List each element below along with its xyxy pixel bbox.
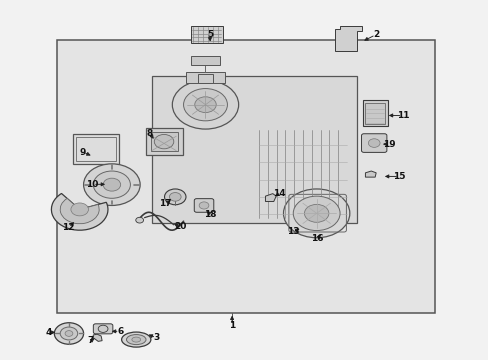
Polygon shape xyxy=(93,334,102,341)
Circle shape xyxy=(183,89,227,121)
FancyBboxPatch shape xyxy=(190,26,222,43)
Circle shape xyxy=(136,217,143,223)
FancyBboxPatch shape xyxy=(185,72,224,83)
FancyBboxPatch shape xyxy=(146,128,182,155)
Text: 14: 14 xyxy=(273,189,285,198)
FancyBboxPatch shape xyxy=(152,76,356,223)
Circle shape xyxy=(194,97,216,113)
Circle shape xyxy=(54,323,83,344)
Circle shape xyxy=(83,164,140,206)
Ellipse shape xyxy=(122,332,151,347)
Ellipse shape xyxy=(132,337,141,342)
Circle shape xyxy=(103,178,121,191)
Text: 15: 15 xyxy=(392,172,405,181)
FancyBboxPatch shape xyxy=(73,134,119,164)
Circle shape xyxy=(293,196,339,230)
Text: 16: 16 xyxy=(311,234,323,243)
FancyBboxPatch shape xyxy=(362,100,387,126)
FancyBboxPatch shape xyxy=(198,74,212,83)
Text: 4: 4 xyxy=(45,328,52,337)
Circle shape xyxy=(169,193,181,201)
Circle shape xyxy=(65,330,73,336)
Circle shape xyxy=(93,171,130,198)
Text: 7: 7 xyxy=(87,336,94,345)
Polygon shape xyxy=(265,194,276,202)
Text: 3: 3 xyxy=(153,333,160,342)
Text: 8: 8 xyxy=(146,129,152,138)
Text: 1: 1 xyxy=(229,321,235,330)
Circle shape xyxy=(367,139,379,147)
Polygon shape xyxy=(334,26,361,51)
Circle shape xyxy=(164,189,185,205)
Text: 10: 10 xyxy=(86,180,99,189)
Circle shape xyxy=(71,203,88,216)
Circle shape xyxy=(199,202,208,209)
Circle shape xyxy=(154,134,173,149)
Circle shape xyxy=(304,204,328,222)
Ellipse shape xyxy=(126,334,146,345)
Text: 18: 18 xyxy=(203,210,216,219)
Text: 17: 17 xyxy=(159,199,171,208)
Circle shape xyxy=(172,80,238,129)
FancyBboxPatch shape xyxy=(361,134,386,152)
Circle shape xyxy=(60,327,78,340)
FancyBboxPatch shape xyxy=(194,199,213,212)
Text: 20: 20 xyxy=(174,222,186,231)
Wedge shape xyxy=(51,193,108,230)
FancyBboxPatch shape xyxy=(93,324,113,334)
Text: 2: 2 xyxy=(372,30,379,39)
Text: 6: 6 xyxy=(117,327,123,336)
Text: 13: 13 xyxy=(286,228,299,237)
FancyBboxPatch shape xyxy=(365,103,384,124)
Text: 5: 5 xyxy=(207,30,213,39)
Text: 9: 9 xyxy=(79,148,85,157)
Text: 11: 11 xyxy=(396,111,408,120)
Polygon shape xyxy=(365,171,375,177)
Text: 12: 12 xyxy=(61,223,74,232)
Circle shape xyxy=(283,189,349,238)
FancyBboxPatch shape xyxy=(151,132,177,151)
Wedge shape xyxy=(60,198,99,224)
FancyBboxPatch shape xyxy=(57,40,434,313)
FancyBboxPatch shape xyxy=(190,56,220,65)
Text: 19: 19 xyxy=(383,140,395,149)
